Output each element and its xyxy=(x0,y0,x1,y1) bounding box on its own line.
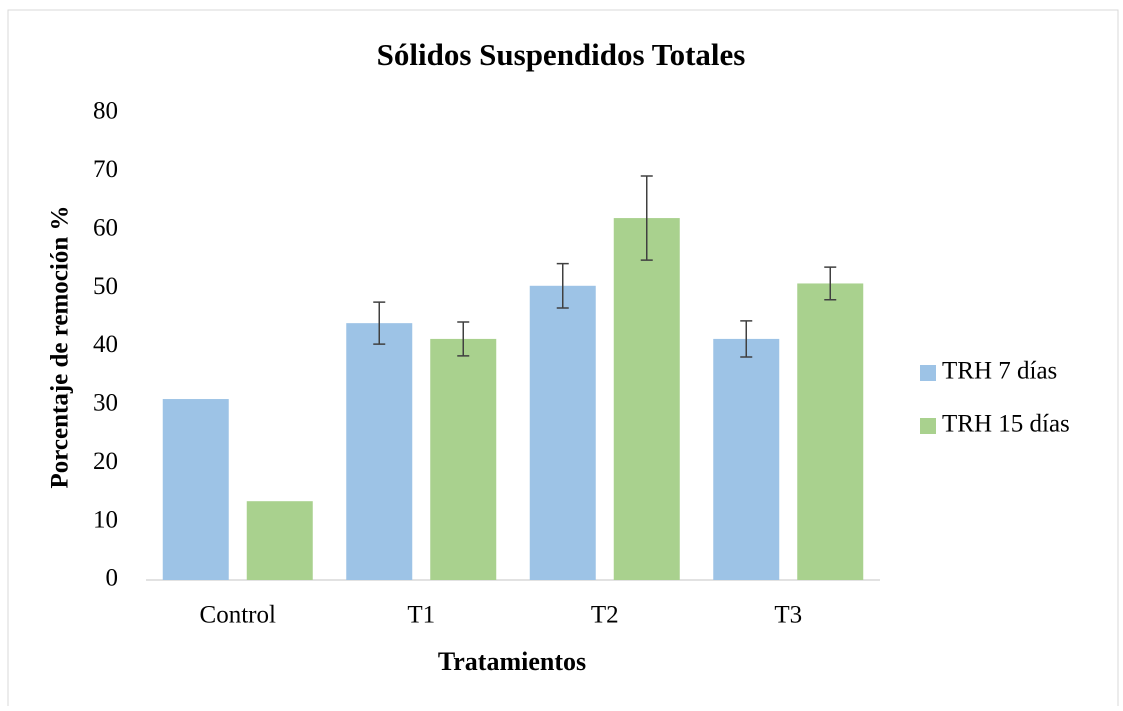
x-tick-label: T2 xyxy=(591,602,619,629)
y-tick-label: 50 xyxy=(93,273,118,300)
error-bar xyxy=(556,262,569,309)
error-bar xyxy=(373,301,386,345)
bar xyxy=(162,399,229,580)
x-axis-label: Tratamientos xyxy=(438,647,586,676)
bar xyxy=(713,338,780,580)
bar xyxy=(613,218,680,580)
chart-title: Sólidos Suspendidos Totales xyxy=(377,37,746,72)
x-tick-label: T3 xyxy=(774,602,802,629)
y-tick-label: 10 xyxy=(93,506,118,533)
y-tick-label: 80 xyxy=(93,98,118,125)
error-bar xyxy=(457,321,470,357)
bar xyxy=(430,338,497,580)
y-tick-label: 30 xyxy=(93,390,118,417)
y-tick-label: 60 xyxy=(93,214,118,241)
bar xyxy=(529,285,596,580)
bar xyxy=(246,501,313,580)
x-tick-label: Control xyxy=(200,602,276,629)
legend-swatch xyxy=(920,418,936,434)
error-bar xyxy=(640,175,653,261)
y-tick-label: 20 xyxy=(93,448,118,475)
bar xyxy=(797,283,864,580)
legend-label: TRH 7 días xyxy=(942,358,1057,385)
legend-swatch xyxy=(920,365,936,381)
error-bar xyxy=(740,320,753,358)
error-bar xyxy=(824,266,837,301)
y-axis-label: Porcentaje de remoción % xyxy=(47,205,74,488)
y-tick-label: 40 xyxy=(93,331,118,358)
bar xyxy=(346,323,413,580)
y-tick-label: 0 xyxy=(106,565,119,592)
y-tick-label: 70 xyxy=(93,156,118,183)
legend-label: TRH 15 días xyxy=(942,411,1070,438)
x-tick-label: T1 xyxy=(407,602,435,629)
